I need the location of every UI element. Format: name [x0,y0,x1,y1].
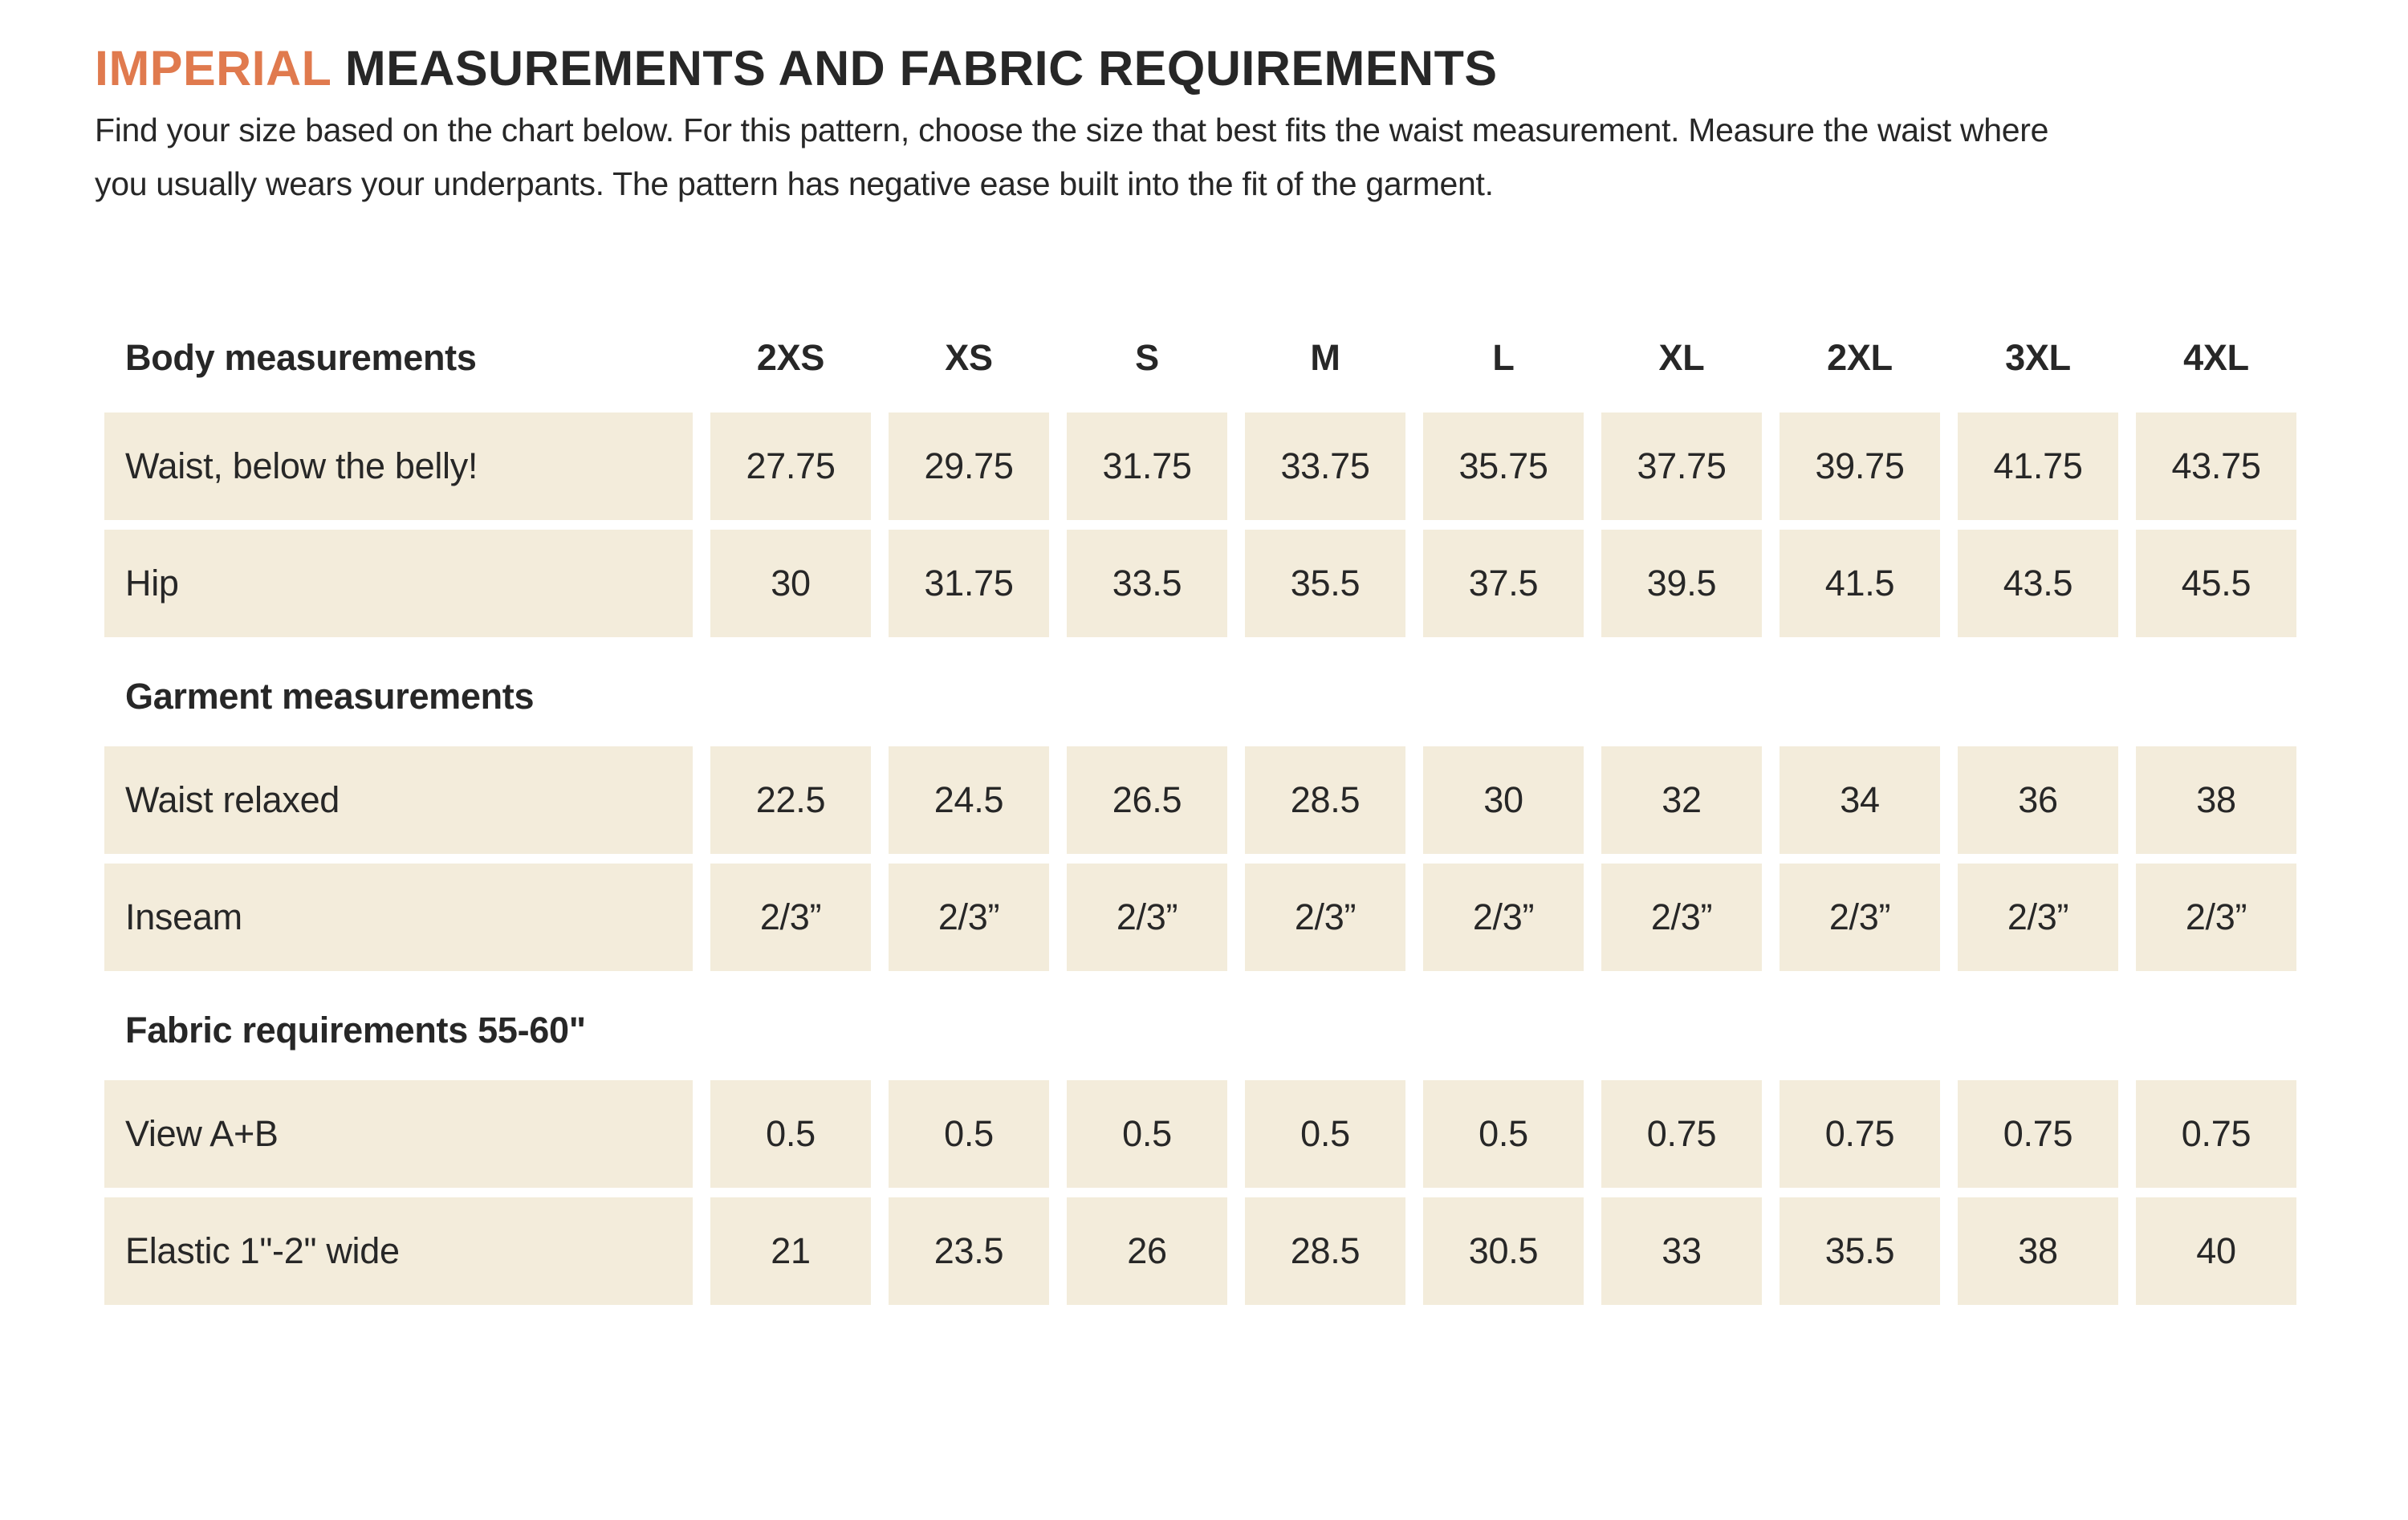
value-cell: 0.75 [2136,1079,2296,1188]
value-cell: 2/3” [710,863,871,971]
size-column-header: 3XL [2005,336,2071,378]
value-cell: 45.5 [2136,529,2296,637]
value-cell: 28.5 [1245,1197,1405,1305]
value-cell: 2/3” [1067,863,1227,971]
size-column-header: XL [1658,336,1705,378]
value-cell: 32 [1601,746,1762,854]
value-cell: 0.5 [889,1079,1049,1188]
value-cell: 35.5 [1780,1197,1940,1305]
row-label: View A+B [104,1079,693,1188]
size-table: Body measurements 2XS XS S M L XL 2XL 3XL 4XL Wais… [104,310,2408,1305]
value-cell: 0.5 [710,1079,871,1188]
value-cell: 33.5 [1067,529,1227,637]
row-label: Inseam [104,863,693,971]
value-cell: 39.75 [1780,412,1940,520]
value-cell: 30.5 [1423,1197,1584,1305]
value-cell: 37.75 [1601,412,1762,520]
row-label: Hip [104,529,693,637]
size-column-header: 2XS [756,336,825,378]
value-cell: 0.5 [1067,1079,1227,1188]
value-cell: 27.75 [710,412,871,520]
size-column-header: S [1135,336,1159,378]
value-cell: 38 [1958,1197,2118,1305]
value-cell: 43.5 [1958,529,2118,637]
value-cell: 30 [710,529,871,637]
table-row: Waist relaxed 22.5 24.5 26.5 28.5 30 32 34 36 38 [104,746,2408,854]
size-column-header: 4XL [2183,336,2249,378]
value-cell: 30 [1423,746,1584,854]
value-cell: 34 [1780,746,1940,854]
value-cell: 0.75 [1601,1079,1762,1188]
value-cell: 26.5 [1067,746,1227,854]
value-cell: 41.5 [1780,529,1940,637]
table-row: Waist, below the belly! 27.75 29.75 31.75 33… [104,412,2408,520]
value-cell: 31.75 [889,529,1049,637]
size-chart-page: IMPERIAL MEASUREMENTS AND FABRIC REQUIRE… [95,44,2408,1305]
value-cell: 2/3” [889,863,1049,971]
value-cell: 29.75 [889,412,1049,520]
value-cell: 41.75 [1958,412,2118,520]
title-rest: MEASUREMENTS AND FABRIC REQUIREMENTS [344,41,1498,96]
table-row: Hip 30 31.75 33.5 35.5 37.5 39.5 41.5 43.5 45.5 [104,529,2408,637]
intro-paragraph: Find your size based on the chart below.… [95,112,2049,202]
table-row: View A+B 0.5 0.5 0.5 0.5 0.5 0.75 0.75 0.75 0.75 [104,1079,2408,1188]
value-cell: 0.5 [1245,1079,1405,1188]
section-heading: Garment measurements [125,675,535,717]
value-cell: 2/3” [1780,863,1940,971]
value-cell: 24.5 [889,746,1049,854]
column-header-body-measurements: Body measurements [125,336,477,378]
size-column-header: XS [945,336,993,378]
value-cell: 2/3” [1958,863,2118,971]
table-header-row: Body measurements 2XS XS S M L XL 2XL 3XL 4XL [104,310,2408,406]
value-cell: 0.5 [1423,1079,1584,1188]
value-cell: 39.5 [1601,529,1762,637]
size-column-header: L [1492,336,1515,378]
value-cell: 43.75 [2136,412,2296,520]
value-cell: 22.5 [710,746,871,854]
value-cell: 2/3” [1245,863,1405,971]
row-label: Waist relaxed [104,746,693,854]
value-cell: 40 [2136,1197,2296,1305]
value-cell: 21 [710,1197,871,1305]
value-cell: 33 [1601,1197,1762,1305]
table-row: Inseam 2/3” 2/3” 2/3” 2/3” 2/3” 2/3” 2/3” 2/3” 2/… [104,863,2408,971]
page-title: IMPERIAL MEASUREMENTS AND FABRIC REQUIRE… [95,44,2408,93]
value-cell: 31.75 [1067,412,1227,520]
value-cell: 0.75 [1780,1079,1940,1188]
value-cell: 28.5 [1245,746,1405,854]
table-row: Elastic 1"-2" wide 21 23.5 26 28.5 30.5 33 35.5… [104,1197,2408,1305]
value-cell: 36 [1958,746,2118,854]
value-cell: 2/3” [1601,863,1762,971]
value-cell: 38 [2136,746,2296,854]
size-column-header: M [1310,336,1340,378]
value-cell: 26 [1067,1197,1227,1305]
size-column-header: 2XL [1827,336,1893,378]
value-cell: 35.5 [1245,529,1405,637]
value-cell: 2/3” [1423,863,1584,971]
row-label: Waist, below the belly! [104,412,693,520]
value-cell: 35.75 [1423,412,1584,520]
value-cell: 2/3” [2136,863,2296,971]
value-cell: 37.5 [1423,529,1584,637]
row-label: Elastic 1"-2" wide [104,1197,693,1305]
section-heading: Fabric requirements 55-60" [125,1009,586,1051]
title-accent: IMPERIAL [95,41,332,96]
value-cell: 23.5 [889,1197,1049,1305]
value-cell: 0.75 [1958,1079,2118,1188]
value-cell: 33.75 [1245,412,1405,520]
